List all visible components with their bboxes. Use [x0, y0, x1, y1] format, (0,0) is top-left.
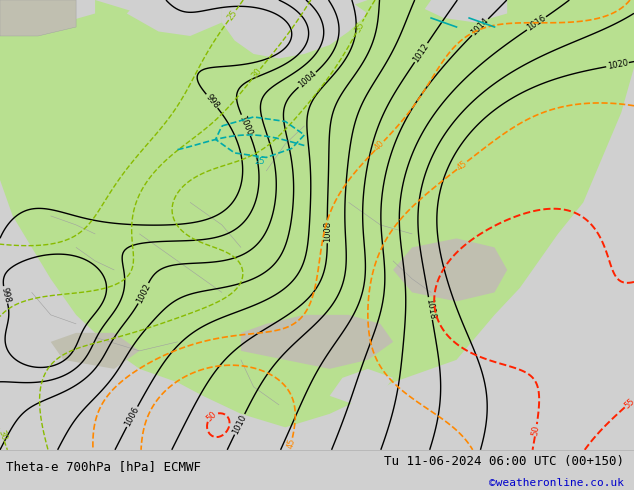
Polygon shape: [0, 0, 76, 36]
Text: 30: 30: [250, 67, 263, 81]
Text: 1014: 1014: [469, 17, 491, 38]
Text: 30: 30: [0, 428, 8, 441]
Polygon shape: [51, 333, 139, 369]
Polygon shape: [241, 315, 393, 369]
Polygon shape: [0, 0, 634, 427]
Text: 1020: 1020: [606, 58, 629, 71]
Text: 1012: 1012: [411, 42, 430, 64]
Text: 40: 40: [373, 139, 387, 152]
Text: 998: 998: [0, 286, 11, 304]
Text: 45: 45: [285, 438, 297, 450]
Text: 50: 50: [531, 424, 541, 436]
Text: 1002: 1002: [135, 282, 152, 305]
Text: Tu 11-06-2024 06:00 UTC (00+150): Tu 11-06-2024 06:00 UTC (00+150): [384, 455, 624, 467]
Text: 1006: 1006: [123, 405, 141, 428]
Text: 1018: 1018: [424, 297, 437, 319]
Polygon shape: [425, 0, 507, 23]
Text: 50: 50: [204, 410, 218, 423]
Text: 1008: 1008: [323, 221, 332, 242]
Text: ©weatheronline.co.uk: ©weatheronline.co.uk: [489, 478, 624, 488]
Text: 1004: 1004: [296, 70, 318, 90]
Text: 35: 35: [353, 20, 366, 34]
Text: 55: 55: [623, 396, 634, 410]
Text: 1016: 1016: [525, 14, 548, 33]
Text: 25: 25: [255, 157, 265, 167]
Text: 998: 998: [204, 92, 221, 110]
Text: 1000: 1000: [238, 114, 254, 137]
Text: 1010: 1010: [231, 413, 249, 436]
Text: 45: 45: [455, 159, 469, 172]
Text: Theta-e 700hPa [hPa] ECMWF: Theta-e 700hPa [hPa] ECMWF: [6, 460, 202, 473]
Polygon shape: [222, 0, 368, 58]
Polygon shape: [127, 0, 222, 36]
Polygon shape: [0, 0, 95, 23]
Polygon shape: [330, 369, 393, 405]
Polygon shape: [393, 239, 507, 301]
Text: 25: 25: [226, 8, 239, 22]
